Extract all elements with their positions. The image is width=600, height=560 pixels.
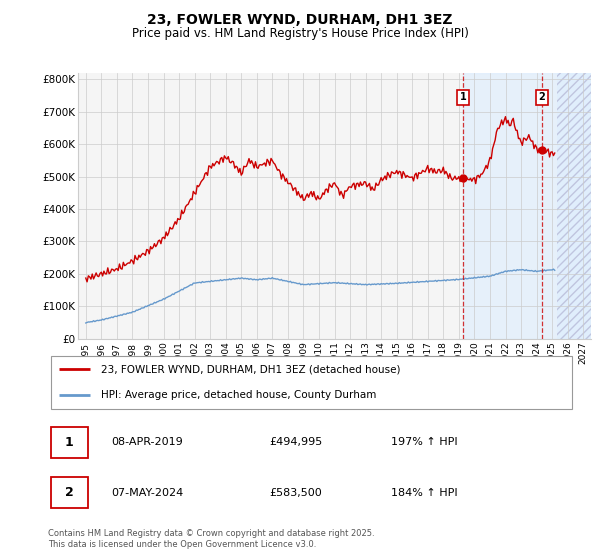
- Text: 184% ↑ HPI: 184% ↑ HPI: [391, 488, 458, 498]
- Text: 23, FOWLER WYND, DURHAM, DH1 3EZ: 23, FOWLER WYND, DURHAM, DH1 3EZ: [147, 13, 453, 27]
- Text: 197% ↑ HPI: 197% ↑ HPI: [391, 437, 458, 447]
- Text: £583,500: £583,500: [270, 488, 323, 498]
- Text: 1: 1: [65, 436, 73, 449]
- FancyBboxPatch shape: [50, 477, 88, 508]
- Text: 23, FOWLER WYND, DURHAM, DH1 3EZ (detached house): 23, FOWLER WYND, DURHAM, DH1 3EZ (detach…: [101, 364, 400, 374]
- Text: 07-MAY-2024: 07-MAY-2024: [112, 488, 184, 498]
- Text: 08-APR-2019: 08-APR-2019: [112, 437, 183, 447]
- FancyBboxPatch shape: [50, 427, 88, 458]
- Text: Contains HM Land Registry data © Crown copyright and database right 2025.
This d: Contains HM Land Registry data © Crown c…: [48, 529, 374, 549]
- Text: £494,995: £494,995: [270, 437, 323, 447]
- Text: 1: 1: [460, 92, 466, 102]
- Bar: [557, 73, 591, 339]
- Text: 2: 2: [539, 92, 545, 102]
- FancyBboxPatch shape: [50, 356, 572, 409]
- Bar: [463, 73, 591, 339]
- Bar: [557, 73, 591, 339]
- Text: HPI: Average price, detached house, County Durham: HPI: Average price, detached house, Coun…: [101, 390, 376, 400]
- Text: 2: 2: [65, 486, 73, 500]
- Text: Price paid vs. HM Land Registry's House Price Index (HPI): Price paid vs. HM Land Registry's House …: [131, 27, 469, 40]
